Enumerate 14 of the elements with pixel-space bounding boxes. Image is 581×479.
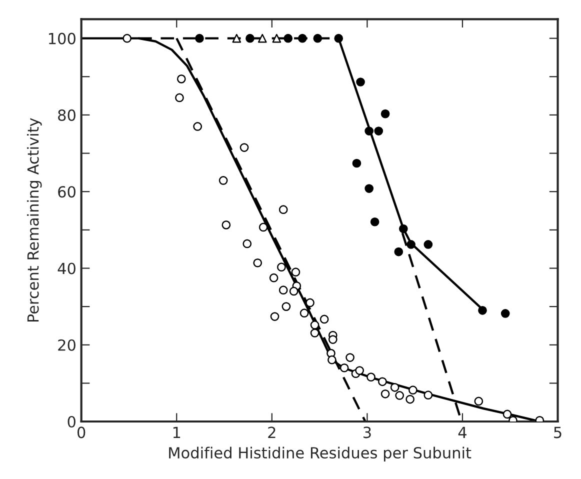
y-tick-label: 0 bbox=[68, 416, 76, 428]
x-tick-label: 2 bbox=[268, 426, 276, 438]
x-tick-label: 5 bbox=[554, 426, 562, 438]
y-tick-label: 40 bbox=[58, 262, 76, 274]
x-tick-label: 3 bbox=[363, 426, 371, 438]
y-axis-title: Percent Remaining Activity bbox=[26, 118, 42, 322]
x-tick-label: 1 bbox=[173, 426, 180, 438]
x-tick-label: 4 bbox=[458, 426, 466, 438]
y-tick-label: 60 bbox=[58, 186, 76, 198]
y-tick-label: 80 bbox=[58, 109, 76, 121]
x-tick-label: 0 bbox=[77, 426, 86, 438]
y-tick-label: 100 bbox=[48, 32, 76, 44]
y-tick-label: 20 bbox=[58, 339, 76, 351]
x-axis-title: Modified Histidine Residues per Subunit bbox=[169, 446, 472, 462]
